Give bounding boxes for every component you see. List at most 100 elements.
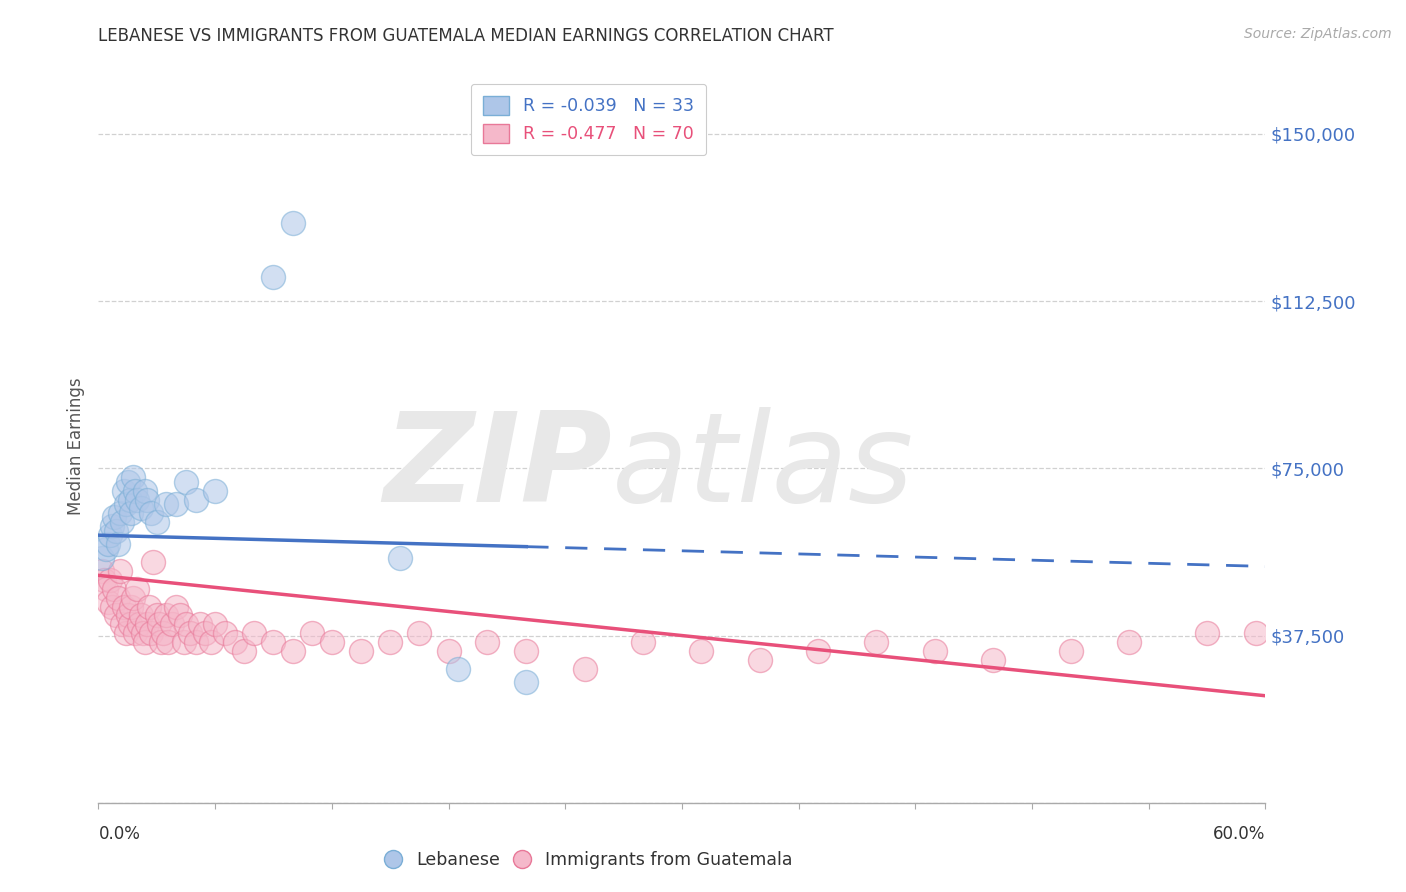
Point [91, 564, 114, 578]
Point [108, 506, 131, 520]
Point [165, 497, 187, 511]
Point [114, 626, 136, 640]
Point [179, 626, 201, 640]
Point [162, 617, 184, 632]
Point [124, 483, 146, 498]
Point [122, 591, 145, 605]
Text: ZIP: ZIP [384, 407, 612, 528]
Point [104, 608, 127, 623]
Point [924, 644, 946, 658]
Point [281, 216, 304, 230]
Point [184, 635, 207, 649]
Point [447, 662, 470, 676]
Point [121, 599, 143, 614]
Point [301, 626, 323, 640]
Point [112, 483, 135, 498]
Point [152, 626, 174, 640]
Text: 0.0%: 0.0% [98, 825, 141, 843]
Point [134, 483, 156, 498]
Point [350, 644, 373, 658]
Point [98, 528, 121, 542]
Point [165, 599, 187, 614]
Point [97, 537, 120, 551]
Point [101, 599, 124, 614]
Point [515, 644, 537, 658]
Point [214, 626, 236, 640]
Point [91, 550, 114, 565]
Point [132, 626, 155, 640]
Point [122, 470, 145, 484]
Point [690, 644, 713, 658]
Point [136, 492, 159, 507]
Point [224, 635, 246, 649]
Point [112, 599, 135, 614]
Text: 60.0%: 60.0% [1213, 825, 1265, 843]
Point [96, 582, 118, 596]
Point [174, 475, 197, 489]
Point [118, 617, 141, 632]
Point [865, 635, 887, 649]
Point [631, 635, 654, 649]
Point [121, 506, 143, 520]
Point [96, 541, 118, 556]
Point [111, 515, 134, 529]
Point [748, 653, 770, 667]
Point [262, 269, 284, 284]
Point [101, 519, 124, 533]
Point [93, 573, 115, 587]
Point [321, 635, 343, 649]
Point [111, 617, 134, 632]
Point [204, 617, 226, 632]
Point [981, 653, 1004, 667]
Point [262, 635, 284, 649]
Point [200, 635, 222, 649]
Point [117, 475, 139, 489]
Point [515, 675, 537, 690]
Point [118, 492, 141, 507]
Text: Source: ZipAtlas.com: Source: ZipAtlas.com [1244, 27, 1392, 41]
Point [388, 550, 411, 565]
Point [138, 599, 160, 614]
Point [139, 506, 162, 520]
Point [117, 608, 139, 623]
Point [146, 515, 169, 529]
Point [378, 635, 402, 649]
Point [142, 555, 165, 569]
Point [204, 483, 226, 498]
Point [148, 617, 170, 632]
Point [134, 635, 156, 649]
Point [107, 591, 129, 605]
Point [281, 644, 304, 658]
Point [574, 662, 596, 676]
Point [194, 626, 217, 640]
Point [173, 635, 195, 649]
Point [114, 497, 136, 511]
Point [1118, 635, 1140, 649]
Point [129, 501, 152, 516]
Point [477, 635, 499, 649]
Point [155, 608, 177, 623]
Point [103, 510, 125, 524]
Point [174, 617, 197, 632]
Point [149, 635, 172, 649]
Point [107, 537, 129, 551]
Text: atlas: atlas [612, 407, 914, 528]
Point [155, 497, 177, 511]
Legend: Lebanese, Immigrants from Guatemala: Lebanese, Immigrants from Guatemala [378, 845, 800, 876]
Point [103, 582, 125, 596]
Point [157, 635, 180, 649]
Text: LEBANESE VS IMMIGRANTS FROM GUATEMALA MEDIAN EARNINGS CORRELATION CHART: LEBANESE VS IMMIGRANTS FROM GUATEMALA ME… [98, 27, 834, 45]
Point [139, 626, 162, 640]
Point [127, 492, 149, 507]
Point [98, 573, 121, 587]
Y-axis label: Median Earnings: Median Earnings [66, 377, 84, 515]
Point [108, 564, 131, 578]
Point [243, 626, 266, 640]
Point [104, 524, 127, 538]
Point [97, 595, 120, 609]
Point [1195, 626, 1218, 640]
Point [146, 608, 169, 623]
Point [129, 608, 152, 623]
Point [437, 644, 460, 658]
Point [188, 617, 211, 632]
